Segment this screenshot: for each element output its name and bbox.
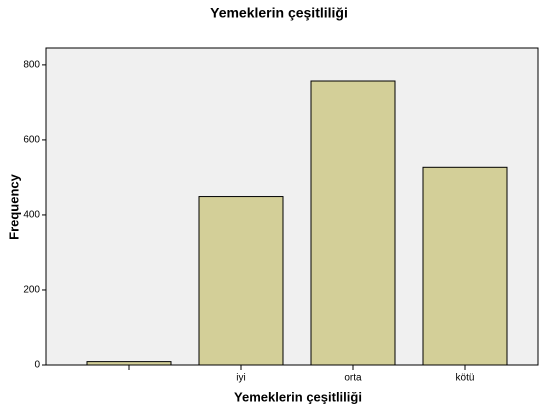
- bar: [422, 166, 508, 366]
- y-tick-label: 600: [23, 135, 40, 146]
- bar: [86, 361, 172, 366]
- y-tick-label: 0: [34, 360, 40, 371]
- x-tick-label: orta: [344, 373, 362, 384]
- y-axis-title: Frequency: [6, 173, 21, 240]
- chart-title: Yemeklerin çeşitliliği: [210, 5, 348, 21]
- bar: [198, 196, 284, 366]
- y-tick-label: 800: [23, 60, 40, 71]
- x-tick-label: iyi: [236, 373, 245, 384]
- y-tick-label: 400: [23, 210, 40, 221]
- bar: [310, 80, 396, 366]
- x-axis-title: Yemeklerin çeşitliliği: [234, 389, 362, 404]
- x-tick-label: kötü: [456, 373, 475, 384]
- y-tick-label: 200: [23, 285, 40, 296]
